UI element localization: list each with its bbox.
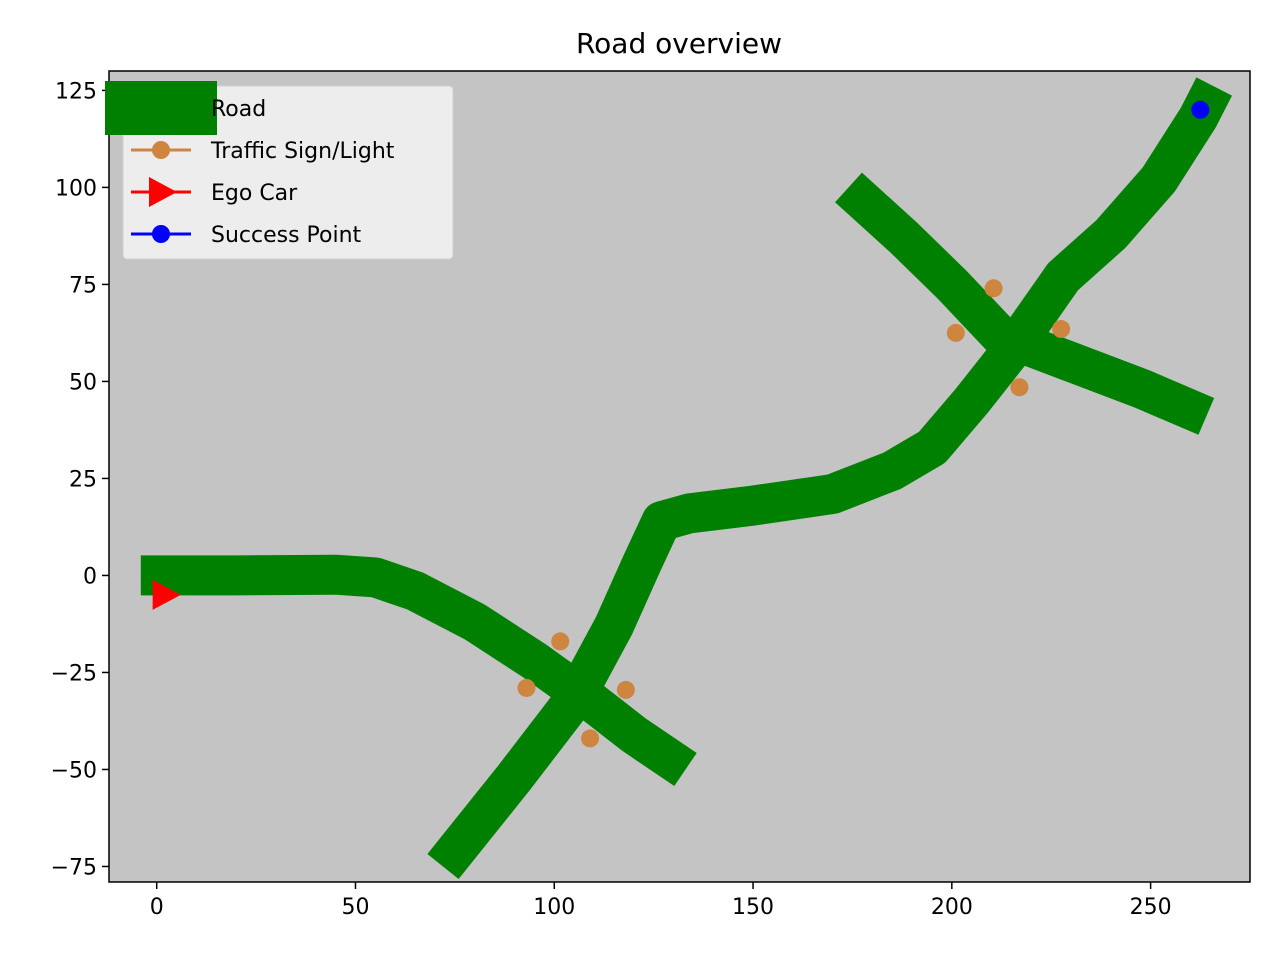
- y-tick-label: −75: [51, 855, 97, 880]
- traffic-sign-point-2: [517, 678, 536, 697]
- traffic-sign-point-8: [1010, 378, 1029, 397]
- x-axis: 0 50 100 150 200 250: [150, 882, 1172, 920]
- plot-frame: [108, 70, 1251, 883]
- road-segment-3: [835, 172, 1215, 435]
- x-tick-label: 0: [150, 895, 164, 920]
- legend-label: Road: [211, 97, 266, 122]
- road-segment-1: [140, 554, 697, 787]
- success-point-marker: [1191, 100, 1210, 119]
- y-tick-label: 50: [69, 370, 97, 395]
- traffic-sign-point-5: [984, 279, 1003, 298]
- chart-title: Road overview: [576, 27, 782, 60]
- legend-traffic-marker: [152, 141, 170, 159]
- y-tick-label: −50: [51, 758, 97, 783]
- marker-layer: [152, 100, 1210, 748]
- legend-label: Ego Car: [211, 181, 298, 206]
- legend: Road Traffic Sign/Light Ego Car Success Poi…: [105, 81, 454, 260]
- traffic-sign-point-1: [551, 632, 570, 651]
- x-tick-label: 50: [341, 895, 369, 920]
- traffic-sign-point-7: [1052, 320, 1071, 339]
- y-tick-label: −25: [51, 661, 97, 686]
- y-tick-label: 75: [69, 273, 97, 298]
- x-tick-label: 250: [1130, 895, 1172, 920]
- traffic-sign-point-6: [946, 323, 965, 342]
- y-tick-label: 125: [55, 79, 97, 104]
- y-tick-label: 0: [83, 564, 97, 589]
- legend-label: Traffic Sign/Light: [210, 139, 395, 164]
- road-layer: [140, 77, 1233, 880]
- legend-ego-marker: [149, 177, 177, 207]
- y-tick-label: 25: [69, 467, 97, 492]
- x-tick-label: 100: [533, 895, 575, 920]
- traffic-sign-point-3: [616, 680, 635, 699]
- x-tick-label: 200: [931, 895, 973, 920]
- road-segment-2: [427, 77, 1233, 880]
- y-tick-label: 100: [55, 176, 97, 201]
- x-tick-label: 150: [732, 895, 774, 920]
- ego-car-marker: [152, 579, 181, 610]
- traffic-sign-point-4: [581, 729, 600, 748]
- y-axis: −75 −50 −25 0 25 50 75 100 125: [51, 79, 109, 880]
- legend-success-marker: [152, 225, 170, 243]
- legend-label: Success Point: [211, 223, 362, 248]
